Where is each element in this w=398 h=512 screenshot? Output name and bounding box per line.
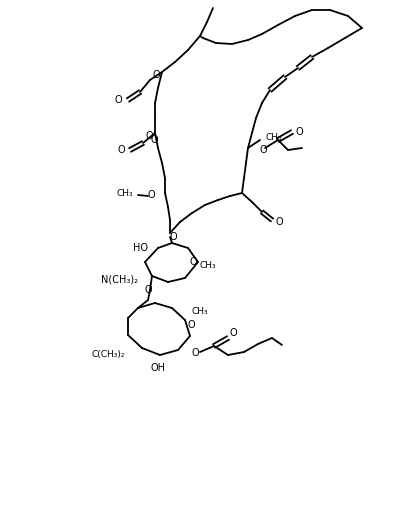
- Text: O: O: [260, 145, 267, 155]
- Text: CH₃: CH₃: [265, 134, 282, 142]
- Text: CH₃: CH₃: [192, 308, 209, 316]
- Text: O: O: [275, 217, 283, 227]
- Text: O: O: [145, 131, 153, 141]
- Text: O: O: [144, 285, 152, 295]
- Text: O: O: [170, 232, 178, 242]
- Text: C(CH₃)₂: C(CH₃)₂: [92, 351, 125, 359]
- Text: O: O: [147, 190, 155, 200]
- Text: O: O: [152, 70, 160, 80]
- Text: OH: OH: [150, 363, 166, 373]
- Text: O: O: [188, 320, 196, 330]
- Text: O: O: [192, 348, 200, 358]
- Text: CH₃: CH₃: [116, 188, 133, 198]
- Text: CH₃: CH₃: [200, 261, 217, 269]
- Text: O: O: [114, 95, 122, 105]
- Text: O: O: [190, 257, 198, 267]
- Text: O: O: [295, 127, 302, 137]
- Text: O: O: [117, 145, 125, 155]
- Text: O: O: [150, 135, 158, 145]
- Text: HO: HO: [133, 243, 148, 253]
- Text: O: O: [230, 328, 238, 338]
- Text: N(CH₃)₂: N(CH₃)₂: [101, 275, 138, 285]
